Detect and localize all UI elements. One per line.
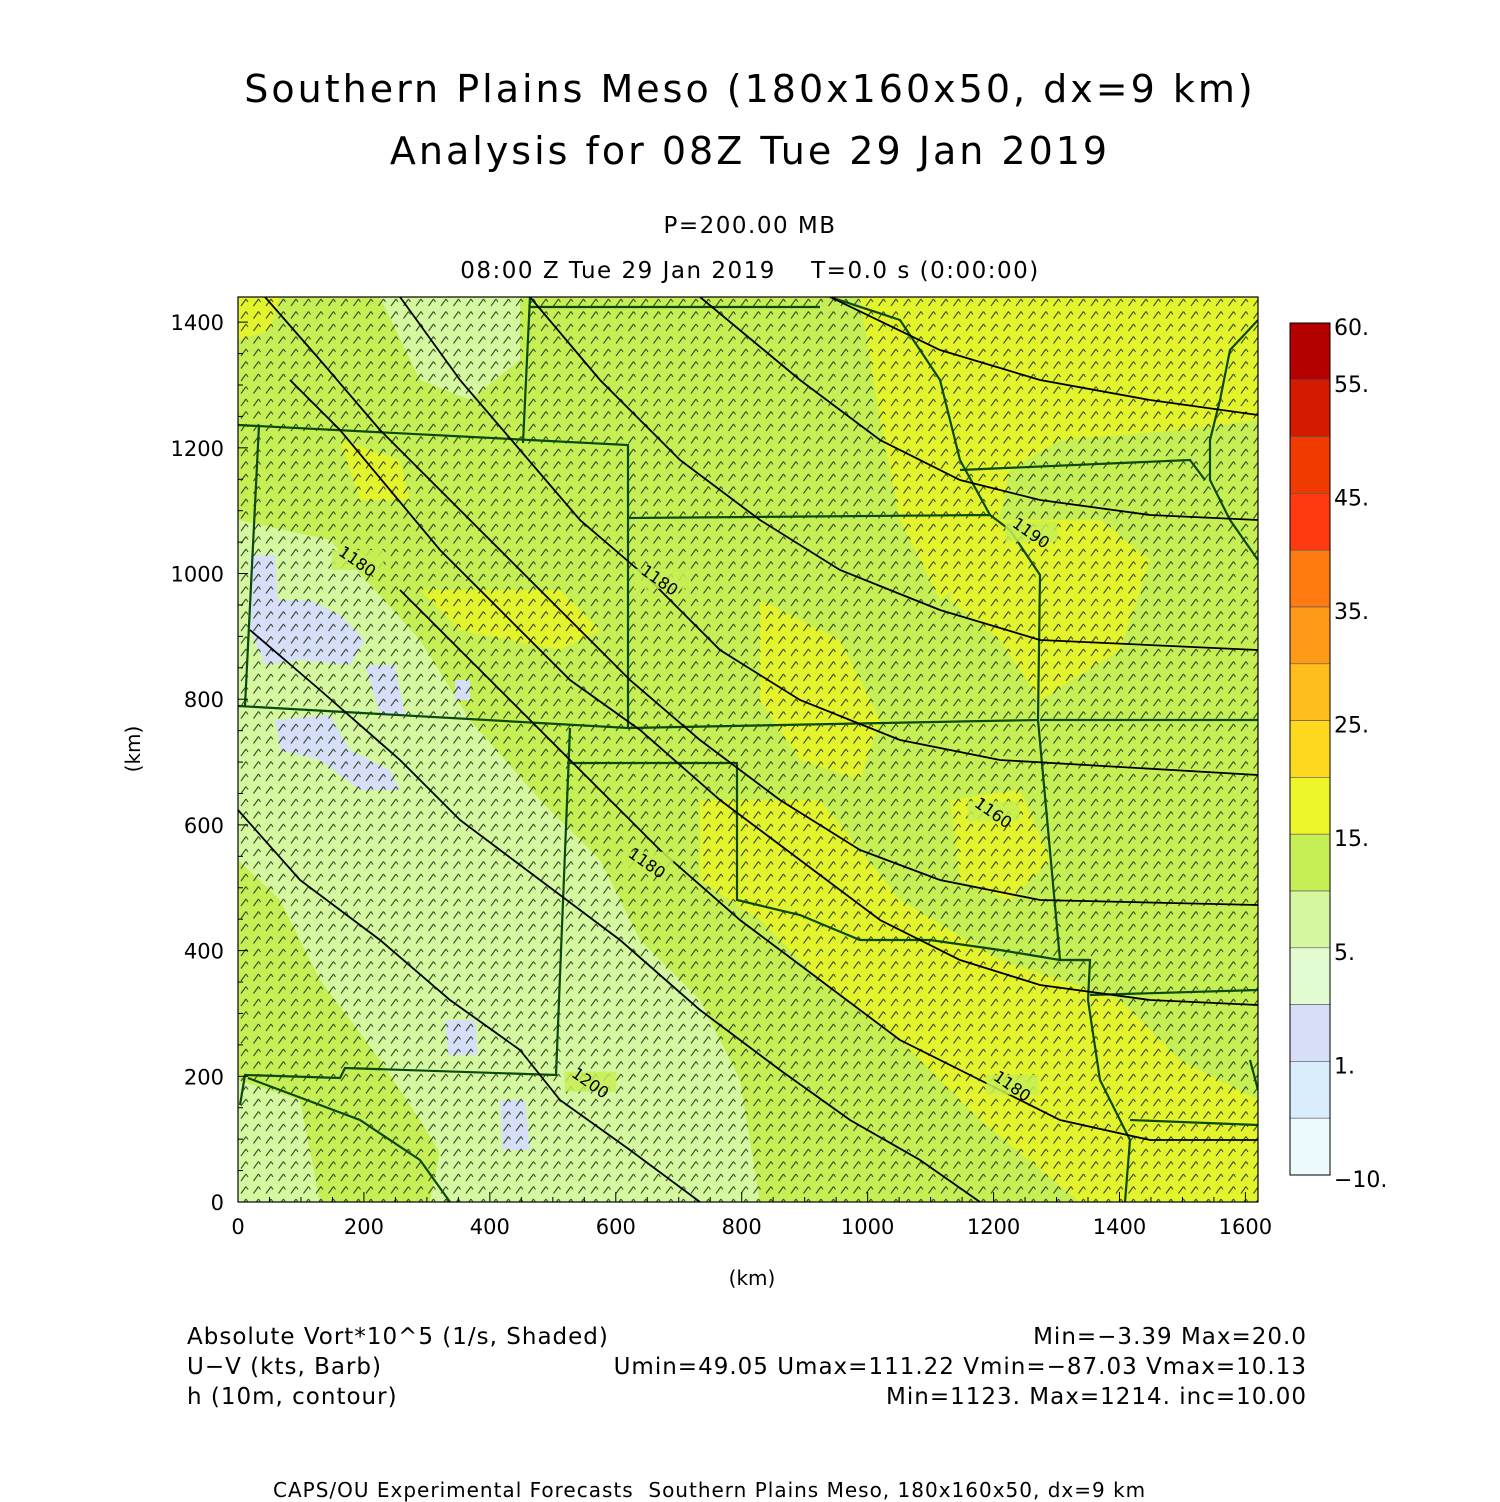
valid-time: 08:00 Z Tue 29 Jan 2019 T=0.0 s (0:00:00…: [460, 258, 1040, 284]
x-tick-label: 400: [470, 1215, 510, 1239]
colorbar-label: 25.: [1334, 714, 1369, 739]
colorbar: 60. 55. 45. 35. 25. 15. 5. 1. −10.: [1289, 316, 1387, 1193]
colorbar-segment: [1289, 436, 1331, 494]
legend-field2-stats: Umin=49.05 Umax=111.22 Vmin=−87.03 Vmax=…: [613, 1354, 1307, 1380]
legend-field3-name: h (10m, contour): [187, 1384, 398, 1410]
colorbar-segment: [1289, 777, 1331, 835]
x-tick-label: 1000: [841, 1215, 894, 1239]
legend-field1-stats: Min=−3.39 Max=20.0: [1033, 1324, 1307, 1350]
y-axis-unit: (km): [121, 726, 145, 773]
plot-frame: [237, 296, 1259, 1203]
title-line-2: Analysis for 08Z Tue 29 Jan 2019: [389, 129, 1111, 173]
y-tick-label: 800: [184, 688, 224, 712]
colorbar-label: 15.: [1334, 827, 1369, 852]
y-tick-label: 1000: [171, 563, 224, 587]
colorbar-segment: [1289, 606, 1331, 665]
footer-credit: CAPS/OU Experimental Forecasts Southern …: [273, 1478, 1147, 1502]
colorbar-segment: [1289, 833, 1331, 892]
colorbar-segment: [1289, 549, 1331, 608]
pressure-level: P=200.00 MB: [663, 213, 837, 239]
state-boundaries: [238, 297, 1258, 1202]
y-tick-label: 400: [184, 940, 224, 964]
colorbar-segment: [1289, 947, 1331, 1005]
colorbar-segment: [1289, 322, 1331, 381]
y-tick-label: 200: [184, 1065, 224, 1089]
colorbar-segment: [1289, 379, 1331, 437]
colorbar-segment: [1289, 493, 1331, 551]
contour-label-bg: [1005, 521, 1058, 542]
x-tick-label: 1400: [1093, 1215, 1146, 1239]
x-axis-unit: (km): [729, 1266, 776, 1290]
x-tick-label: 1200: [967, 1215, 1020, 1239]
x-tick-label: 800: [722, 1215, 762, 1239]
height-contours: [238, 297, 1258, 1202]
contour-label-bg: [633, 568, 686, 589]
contour-label-bg: [331, 549, 384, 570]
colorbar-label: 35.: [1334, 600, 1369, 625]
contour-label-bg: [967, 801, 1020, 822]
legend-field2-name: U−V (kts, Barb): [187, 1354, 382, 1380]
colorbar-label: 1.: [1334, 1054, 1355, 1079]
vorticity-shading: [238, 297, 1258, 1202]
colorbar-label: −10.: [1334, 1168, 1387, 1193]
colorbar-label: 45.: [1334, 486, 1369, 511]
y-tick-label: 600: [184, 814, 224, 838]
colorbar-segment: [1289, 1117, 1331, 1176]
title-line-1: Southern Plains Meso (180x160x50, dx=9 k…: [244, 67, 1256, 111]
y-tick-label: 1400: [171, 311, 224, 335]
contour-label-bg: [986, 1074, 1039, 1095]
colorbar-label: 5.: [1334, 941, 1355, 966]
x-tick-label: 1600: [1219, 1215, 1272, 1239]
contour-label-bg: [621, 851, 674, 872]
y-tick-label: 1200: [171, 437, 224, 461]
colorbar-frame: [1289, 322, 1331, 1176]
y-axis: 0 200 400 600 800 1000 1200 1400: [171, 311, 248, 1215]
colorbar-segment: [1289, 890, 1331, 949]
contour-label-bg: [564, 1071, 617, 1092]
legend-field3-stats: Min=1123. Max=1214. inc=10.00: [886, 1384, 1307, 1410]
x-tick-label: 600: [596, 1215, 636, 1239]
colorbar-segment: [1289, 1061, 1331, 1119]
x-tick-label: 0: [231, 1215, 244, 1239]
colorbar-segment: [1289, 663, 1331, 721]
colorbar-label: 55.: [1334, 373, 1369, 398]
x-axis: 0 200 400 600 800 1000 1200 1400 1600: [231, 1192, 1272, 1239]
y-tick-label: 0: [211, 1191, 224, 1215]
legend-field1-name: Absolute Vort*10^5 (1/s, Shaded): [187, 1324, 609, 1350]
colorbar-segment: [1289, 720, 1331, 778]
x-tick-label: 200: [344, 1215, 384, 1239]
colorbar-label: 60.: [1334, 316, 1369, 341]
colorbar-segment: [1289, 1004, 1331, 1062]
